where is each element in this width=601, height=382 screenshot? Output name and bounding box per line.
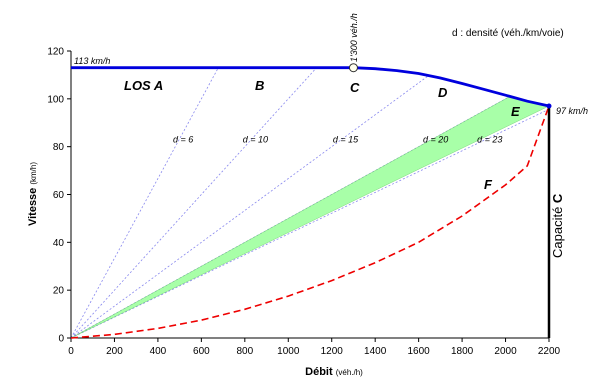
- los-label-c: C: [350, 80, 360, 95]
- los-label-f: F: [484, 177, 493, 192]
- density-line: [70, 75, 429, 339]
- free-flow-speed-label: 113 km/h: [74, 56, 110, 66]
- x-tick-label: 1000: [277, 346, 300, 357]
- x-tick-label: 1400: [364, 346, 387, 357]
- density-line: [70, 67, 317, 339]
- density-label: d = 20: [423, 134, 448, 144]
- y-tick-label: 60: [53, 190, 65, 201]
- capacity-marker: [546, 103, 552, 109]
- x-tick-label: 200: [106, 346, 123, 357]
- breakpoint-flow-label: 1'300 véh./h: [349, 13, 359, 62]
- speed-flow-curve: [71, 66, 550, 108]
- x-tick-label: 2200: [538, 346, 561, 357]
- x-axis-title: Débit (véh./h): [305, 366, 363, 378]
- los-label-d: D: [438, 85, 448, 100]
- los-e-band: [70, 96, 550, 339]
- los-label-b: B: [255, 78, 264, 93]
- y-tick-label: 0: [58, 334, 64, 345]
- y-tick-label: 20: [53, 286, 65, 297]
- x-tick-label: 1600: [408, 346, 431, 357]
- y-tick-label: 120: [47, 47, 64, 58]
- x-axis-ticks: 0 200 400 600 800 1000 1200 1400 1600 1800 2000 220…: [68, 338, 561, 357]
- los-label-a: LOS A: [124, 78, 163, 93]
- y-axis-title: Vitesse (km/h): [27, 162, 39, 226]
- capacity-label: Capacité C: [550, 193, 565, 258]
- x-tick-label: 1200: [321, 346, 344, 357]
- breakpoint-marker: [348, 63, 358, 73]
- density-label: d = 15: [333, 134, 359, 144]
- density-label: d = 10: [243, 134, 268, 144]
- density-labels: d = 6 d = 10 d = 15 d = 20 d = 23: [173, 134, 502, 144]
- capacity-speed-label: 97 km/h: [556, 106, 588, 116]
- density-lines: [70, 67, 550, 339]
- density-label: d = 6: [173, 134, 193, 144]
- los-label-e: E: [511, 104, 520, 119]
- x-tick-label: 800: [236, 346, 253, 357]
- y-axis-ticks: 0 20 40 60 80 100 120: [47, 47, 71, 345]
- density-label: d = 23: [477, 134, 502, 144]
- y-tick-label: 40: [53, 238, 65, 249]
- y-tick-label: 80: [53, 142, 65, 153]
- x-tick-label: 600: [193, 346, 210, 357]
- x-tick-label: 1800: [451, 346, 474, 357]
- x-tick-label: 2000: [494, 346, 517, 357]
- congested-curve: [70, 105, 550, 339]
- density-line: [70, 67, 219, 339]
- y-tick-label: 100: [47, 94, 64, 105]
- density-note: d : densité (véh./km/voie): [452, 28, 564, 39]
- x-tick-label: 0: [68, 346, 74, 357]
- axes: [70, 51, 549, 339]
- x-tick-label: 400: [150, 346, 167, 357]
- density-line: [70, 108, 550, 339]
